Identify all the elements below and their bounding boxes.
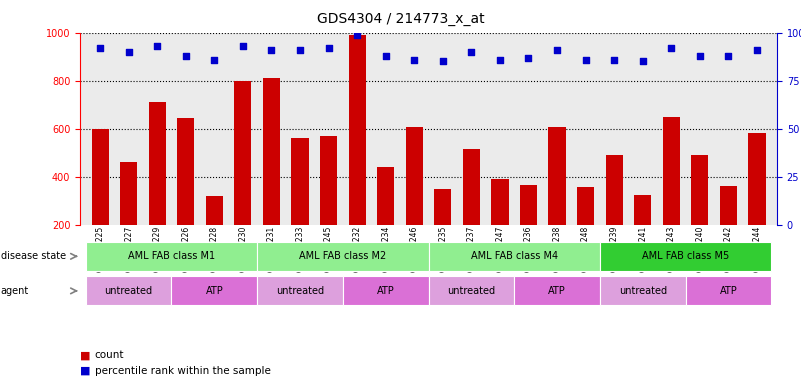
Text: untreated: untreated [618, 286, 666, 296]
Point [294, 47, 307, 53]
Bar [292, 138, 308, 273]
Point [322, 45, 335, 51]
Bar [691, 155, 708, 273]
Bar [91, 129, 109, 273]
Point [208, 56, 221, 63]
Text: ATP: ATP [376, 286, 395, 296]
Text: ■: ■ [80, 350, 91, 360]
Point [408, 56, 421, 63]
Bar [606, 155, 622, 273]
Bar [348, 35, 366, 273]
Point [579, 56, 592, 63]
Point [751, 47, 763, 53]
Point [94, 45, 107, 51]
Text: percentile rank within the sample: percentile rank within the sample [95, 366, 271, 376]
Text: agent: agent [1, 286, 29, 296]
Text: untreated: untreated [105, 286, 153, 296]
Point [550, 47, 563, 53]
Point [123, 49, 135, 55]
Point [151, 43, 163, 49]
Text: ATP: ATP [548, 286, 566, 296]
Point [465, 49, 477, 55]
Text: AML FAB class M4: AML FAB class M4 [471, 251, 557, 262]
Point [179, 53, 192, 59]
Point [665, 45, 678, 51]
Text: GDS4304 / 214773_x_at: GDS4304 / 214773_x_at [316, 12, 485, 25]
Text: AML FAB class M5: AML FAB class M5 [642, 251, 729, 262]
Point [236, 43, 249, 49]
Point [380, 53, 392, 59]
Text: ■: ■ [80, 366, 91, 376]
Bar [549, 127, 566, 273]
Bar [320, 136, 337, 273]
Text: ATP: ATP [206, 286, 223, 296]
Text: AML FAB class M1: AML FAB class M1 [128, 251, 215, 262]
Point [351, 31, 364, 38]
Bar [405, 127, 423, 273]
Text: count: count [95, 350, 124, 360]
Bar [177, 118, 195, 273]
Point [265, 47, 278, 53]
Bar [377, 167, 394, 273]
Point [493, 56, 506, 63]
Point [608, 56, 621, 63]
Bar [120, 162, 137, 273]
Text: untreated: untreated [276, 286, 324, 296]
Point [694, 53, 706, 59]
Bar [720, 186, 737, 273]
Bar [149, 102, 166, 273]
Bar [235, 81, 252, 273]
Text: untreated: untreated [447, 286, 496, 296]
Bar [577, 187, 594, 273]
Bar [748, 134, 766, 273]
Bar [463, 149, 480, 273]
Bar [662, 117, 680, 273]
Point [722, 53, 735, 59]
Point [636, 58, 649, 65]
Bar [634, 195, 651, 273]
Bar [491, 179, 509, 273]
Bar [263, 78, 280, 273]
Bar [520, 185, 537, 273]
Text: disease state: disease state [1, 251, 66, 262]
Bar [434, 189, 452, 273]
Text: AML FAB class M2: AML FAB class M2 [300, 251, 386, 262]
Text: ATP: ATP [719, 286, 737, 296]
Bar [206, 196, 223, 273]
Point [522, 55, 535, 61]
Point [437, 58, 449, 65]
